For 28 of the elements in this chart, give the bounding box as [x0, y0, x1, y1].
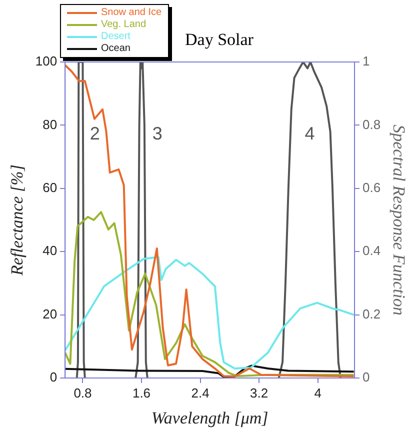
y-tick-label: 60: [42, 180, 58, 195]
annotation: 4: [304, 124, 315, 144]
legend-label: Veg. Land: [101, 19, 146, 31]
y-tick-label: 0: [50, 370, 58, 385]
y-axis-title: Reflectance [%]: [8, 164, 27, 276]
y-tick-label: 40: [42, 243, 58, 258]
y2-tick-label: 0.2: [362, 306, 381, 322]
x-tick-label: 0.8: [74, 385, 92, 400]
y-tick-label: 100: [35, 54, 58, 69]
legend-label: Desert: [101, 31, 130, 43]
y2-tick-label: 0.8: [362, 116, 381, 132]
x-tick-label: 2.4: [191, 385, 210, 400]
x-tick-label: 3.2: [250, 385, 268, 400]
y2-tick-label: 1: [362, 54, 370, 69]
y-tick-label: 80: [42, 116, 58, 132]
annotation: 3: [152, 124, 162, 144]
chart-title: Day Solar: [185, 30, 254, 50]
x-tick-label: 1.6: [132, 385, 151, 400]
y2-tick-label: 0: [362, 370, 370, 385]
annotation: 2: [90, 124, 100, 144]
x-axis-title: Wavelength [μm]: [151, 408, 268, 428]
y2-tick-label: 0.4: [362, 243, 381, 258]
y2-axis-title: Spectral Response Function: [389, 124, 408, 316]
y2-tick-label: 0.6: [362, 180, 381, 195]
legend-label: Ocean: [101, 43, 130, 55]
y-tick-label: 20: [42, 306, 58, 322]
x-tick-label: 4: [314, 385, 322, 400]
legend-label: Snow and Ice: [101, 7, 162, 19]
